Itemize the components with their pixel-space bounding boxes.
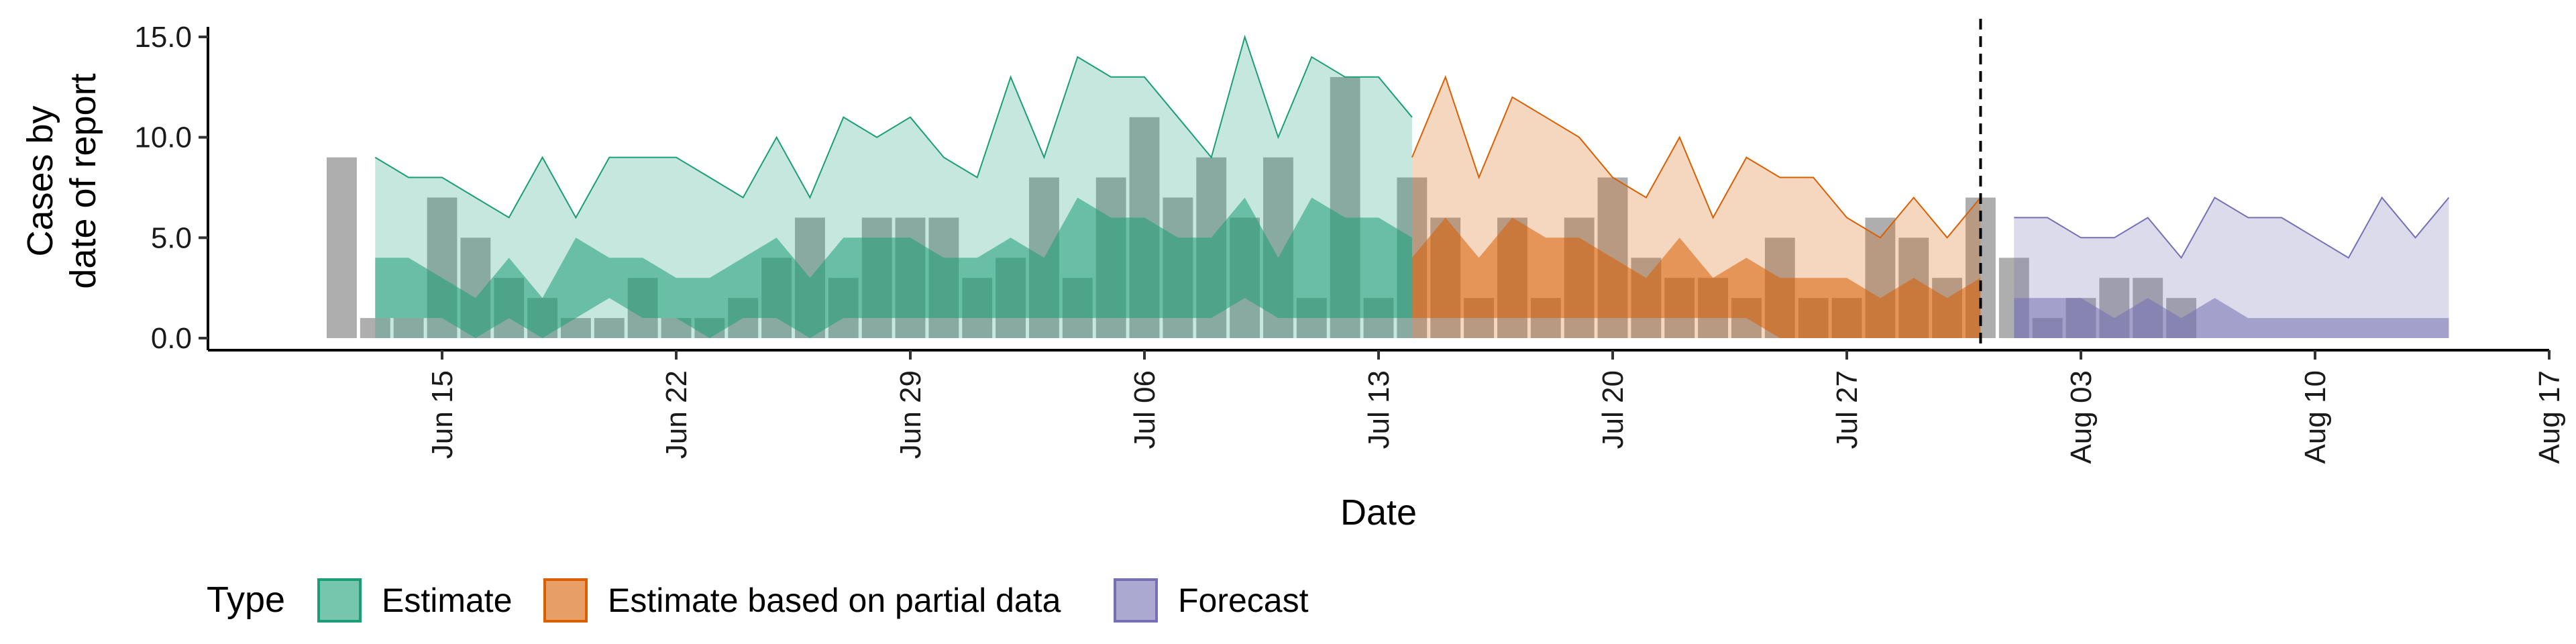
partial-upper-line — [1411, 74, 1982, 239]
x-tick-label: Jul 13 — [1362, 370, 1395, 449]
y-tick-label: 5.0 — [151, 221, 192, 254]
reported-cases-bar — [594, 318, 625, 339]
x-tick-label: Jul 20 — [1597, 370, 1629, 449]
partial-legend-swatch — [543, 578, 588, 623]
forecast-inner-ribbon — [2014, 298, 2449, 338]
reported-cases-bar — [360, 318, 390, 339]
legend: Type Estimate Estimate based on partial da… — [207, 578, 1309, 623]
x-axis-title: Date — [1340, 492, 1417, 533]
y-axis-title-line: Cases by — [20, 105, 60, 256]
estimate-upper-line — [374, 34, 1413, 219]
partial-inner-ribbon — [1411, 217, 1981, 338]
x-tick-label: Jul 06 — [1128, 370, 1161, 449]
x-tick-label: Jun 29 — [894, 370, 927, 459]
y-axis-title: Cases by date of report — [20, 73, 103, 288]
estimate-inner-ribbon — [375, 197, 1412, 338]
y-tick-label: 0.0 — [151, 322, 192, 355]
x-tick-label: Jun 15 — [426, 370, 459, 459]
x-tick-label: Aug 17 — [2533, 370, 2566, 464]
x-tick-label: Jul 27 — [1831, 370, 1864, 449]
x-tick-label: Jun 22 — [660, 370, 693, 459]
estimate-ribbons — [374, 34, 2450, 339]
estimate-legend-swatch — [317, 578, 362, 623]
reported-cases-bar — [393, 318, 424, 339]
y-tick-label: 15.0 — [134, 21, 192, 54]
partial-legend-label: Estimate based on partial data — [608, 582, 1061, 619]
legend-title: Type — [207, 580, 285, 620]
y-axis-title-line: date of report — [63, 73, 103, 288]
forecast-upper-line — [2014, 196, 2450, 260]
x-tick-label: Aug 03 — [2065, 370, 2098, 464]
estimate-legend-label: Estimate — [382, 582, 513, 619]
forecast-legend-swatch — [1114, 578, 1158, 623]
reported-cases-bar — [326, 157, 357, 339]
forecast-legend-label: Forecast — [1178, 582, 1309, 619]
axes: 0.0 5.0 10.0 15.0 Jun 15 Jun 22 Jun 29 Jul 06 Ju… — [134, 21, 2566, 464]
x-tick-label: Aug 10 — [2299, 370, 2332, 464]
y-tick-label: 10.0 — [134, 121, 192, 154]
